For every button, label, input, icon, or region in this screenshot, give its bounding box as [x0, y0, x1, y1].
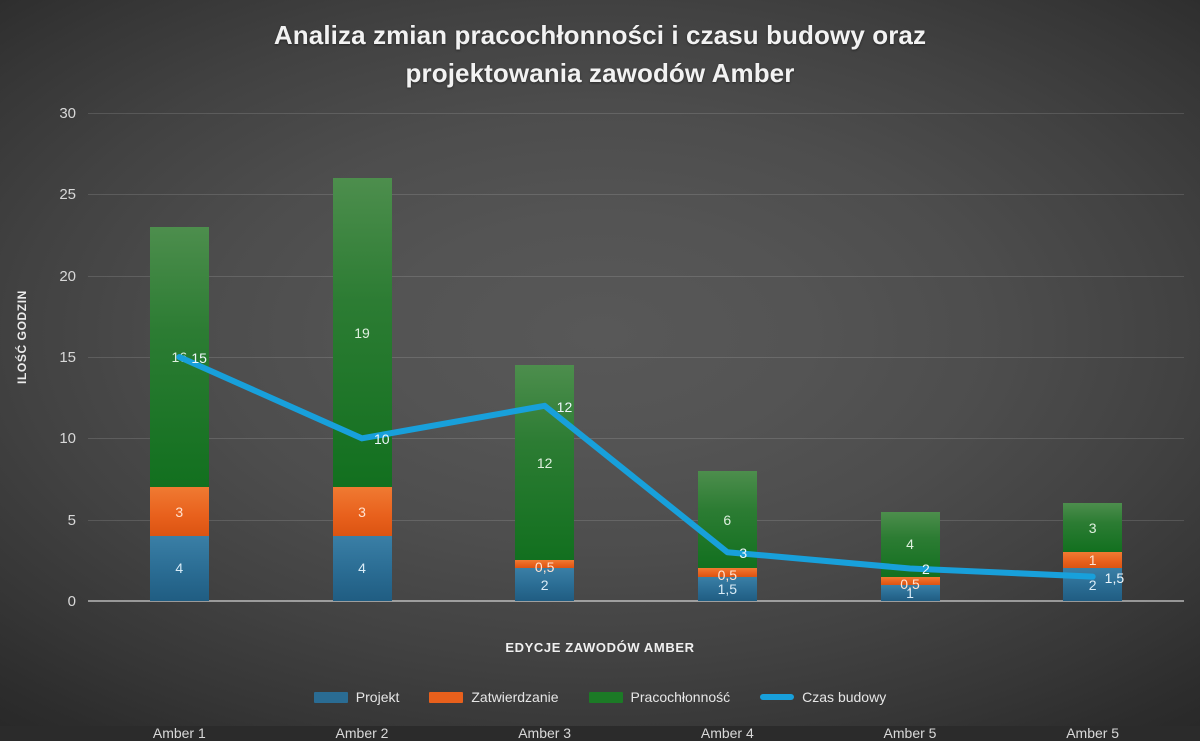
bar-data-label: 2	[540, 576, 549, 593]
gridline	[88, 357, 1184, 358]
bar-group[interactable]: 2 0,5 12	[515, 113, 575, 601]
y-axis-tick-label: 0	[67, 593, 76, 610]
bar-data-label: 1	[1088, 552, 1097, 569]
bar-segment[interactable]: 4	[880, 511, 940, 577]
bar-group[interactable]: 1,5 0,5 6	[697, 113, 757, 601]
y-axis-tick-label: 5	[67, 511, 76, 529]
bar-segment[interactable]: 6	[697, 470, 757, 569]
bar-segment[interactable]: 4	[149, 535, 209, 601]
gridline	[88, 519, 1184, 521]
legend-item-label: Czas budowy	[802, 689, 887, 705]
bar-data-label: 0,5	[534, 559, 555, 576]
chart-title-line-2: projektowania zawodów Amber	[405, 58, 795, 88]
bar-segment[interactable]: 1	[1063, 552, 1123, 569]
y-axis-title: ILOŚĆ GODZIN	[15, 290, 29, 384]
plot-area: 0 5 10 15 20 25 30 4 3 16 4 3 19 2 0,5 12 1,5 0,5 6 1 0,5 4 2…	[59, 106, 1184, 741]
bar-group[interactable]: 1 0,5 4	[880, 113, 940, 601]
bar-data-label: 4	[358, 560, 366, 577]
gridline	[88, 113, 1184, 114]
y-axis-tick-label: 30	[59, 105, 76, 122]
bar-data-label: 3	[175, 503, 184, 520]
bar-data-label: 2	[1088, 576, 1097, 593]
bar-data-label: 3	[358, 503, 366, 520]
legend-item-label: Pracochłonność	[630, 689, 731, 705]
chart-title-line-1: Analiza zmian pracochłonności i czasu bu…	[273, 20, 927, 50]
bar-group[interactable]: 2 1 3	[1063, 113, 1123, 601]
y-axis-tick-label: 20	[59, 267, 76, 285]
line-data-label: 2	[922, 561, 930, 578]
bar-data-label: 3	[1088, 519, 1097, 536]
legend-color-swatch-icon	[588, 691, 623, 703]
bar-segment[interactable]: 1	[880, 584, 940, 601]
x-axis-tick-label: Amber 2	[335, 725, 389, 741]
bar-segment[interactable]: 12	[515, 365, 575, 561]
line-series-path[interactable]	[179, 357, 1092, 577]
line-data-label: 10	[374, 431, 390, 448]
bar-segment[interactable]: 3	[149, 487, 209, 536]
line-data-label: 1,5	[1104, 569, 1125, 586]
y-axis-tick-label: 25	[59, 186, 76, 204]
legend-item[interactable]: Projekt	[313, 689, 400, 705]
x-axis-tick-label: Amber 5	[883, 725, 937, 741]
gridline	[88, 194, 1184, 196]
gridline	[88, 438, 1184, 440]
bar-segment[interactable]: 0,5	[880, 576, 940, 591]
bar-data-label: 1	[906, 584, 914, 601]
bar-data-label: 12	[536, 454, 553, 471]
x-axis-tick-label: Amber 4	[700, 725, 754, 741]
legend-item[interactable]: Pracochłonność	[588, 689, 731, 705]
legend-item-label: Projekt	[355, 689, 400, 705]
x-axis-tick-label: Amber 5	[1066, 725, 1120, 741]
bar-segment[interactable]: 3	[332, 487, 392, 536]
bar-data-label: 4	[175, 560, 184, 577]
bar-segment[interactable]: 4	[332, 535, 392, 601]
bar-segment[interactable]: 0,5	[515, 560, 575, 574]
legend-item[interactable]: Zatwierdzanie	[429, 689, 559, 705]
line-data-label: 15	[191, 350, 207, 366]
bar-data-label: 1,5	[717, 580, 738, 597]
y-axis-tick-label: 15	[59, 349, 76, 366]
bar-data-label: 6	[723, 511, 732, 528]
bar-data-label: 19	[354, 324, 370, 341]
legend-line-swatch-icon	[760, 694, 795, 700]
bar-group[interactable]: 4 3 19	[332, 113, 392, 601]
legend-color-swatch-icon	[429, 691, 464, 703]
chart-legend: Projekt Zatwierdzanie Pracochłonność Czas b…	[0, 690, 1200, 704]
bar-segment[interactable]: 0,5	[697, 568, 757, 582]
x-axis-tick-label: Amber 1	[152, 725, 206, 741]
line-data-label: 3	[739, 545, 748, 562]
legend-item[interactable]: Czas budowy	[760, 690, 886, 704]
line-data-label: 12	[556, 398, 573, 415]
x-axis-tick-label: Amber 3	[518, 725, 572, 741]
legend-item-label: Zatwierdzanie	[471, 689, 559, 705]
legend-color-swatch-icon	[313, 691, 348, 703]
y-axis-tick-label: 10	[59, 430, 76, 448]
bar-segment[interactable]: 3	[1063, 503, 1123, 553]
bar-data-label: 4	[906, 536, 914, 553]
chart-title: Analiza zmian pracochłonności i czasu bu…	[0, 16, 1200, 92]
axis-baseline	[88, 600, 1184, 602]
bar-data-label: 0,5	[717, 567, 738, 584]
gridline	[88, 275, 1184, 277]
bar-segment[interactable]: 1,5	[697, 576, 757, 601]
bar-data-label: 0,5	[900, 575, 920, 592]
x-axis-title: EDYCJE ZAWODÓW AMBER	[505, 640, 695, 655]
